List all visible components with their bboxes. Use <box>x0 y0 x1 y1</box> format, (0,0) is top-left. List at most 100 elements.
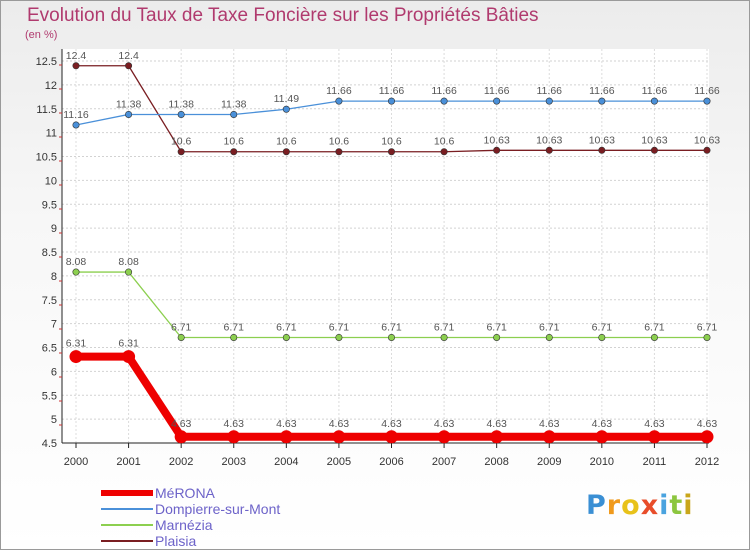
logo-letter: i <box>683 490 694 521</box>
data-point[interactable] <box>230 148 238 156</box>
data-point[interactable] <box>335 97 343 105</box>
legend-swatch-dompierre <box>101 508 153 510</box>
data-point[interactable] <box>125 110 133 118</box>
y-tick-label: 6.5 <box>42 343 57 355</box>
data-label: 4.63 <box>539 418 560 430</box>
legend-item-dompierre-sur-mont[interactable]: Dompierre-sur-Mont <box>101 501 280 517</box>
data-point[interactable] <box>703 97 711 105</box>
data-point[interactable] <box>595 430 609 444</box>
data-point[interactable] <box>440 148 448 156</box>
data-point[interactable] <box>227 430 241 444</box>
data-point[interactable] <box>703 146 711 154</box>
x-tick-label: 2008 <box>484 456 508 468</box>
x-tick-label: 2012 <box>695 456 719 468</box>
data-point[interactable] <box>279 430 293 444</box>
data-point[interactable] <box>335 333 343 341</box>
data-point[interactable] <box>440 97 448 105</box>
data-point[interactable] <box>700 430 714 444</box>
data-point[interactable] <box>72 121 80 129</box>
data-label: 6.31 <box>66 338 87 350</box>
data-labels: 6.31 6.31 4.63 4.63 4.63 4.63 4.63 4.63 4.63 4.63… <box>63 50 720 430</box>
data-point[interactable] <box>542 430 556 444</box>
data-point[interactable] <box>493 97 501 105</box>
data-label: 11.66 <box>431 85 457 97</box>
data-point[interactable] <box>72 268 80 276</box>
data-point[interactable] <box>598 97 606 105</box>
data-label: 4.63 <box>644 418 665 430</box>
data-point[interactable] <box>177 333 185 341</box>
data-point[interactable] <box>437 430 451 444</box>
data-label: 10.6 <box>434 136 455 148</box>
y-tick-label: 12 <box>45 80 57 92</box>
data-point[interactable] <box>125 268 133 276</box>
data-label: 11.38 <box>221 98 247 110</box>
data-point[interactable] <box>282 148 290 156</box>
legend-item-marnezia[interactable]: Marnézia <box>101 517 280 533</box>
data-point[interactable] <box>545 97 553 105</box>
data-point[interactable] <box>282 333 290 341</box>
legend-swatch-merona <box>101 490 153 496</box>
logo-letter: i <box>659 490 670 521</box>
data-label: 4.63 <box>276 418 297 430</box>
data-label: 10.63 <box>484 134 510 146</box>
data-point[interactable] <box>703 333 711 341</box>
data-label: 4.63 <box>486 418 507 430</box>
data-point[interactable] <box>230 110 238 118</box>
data-label: 6.71 <box>592 321 613 333</box>
data-point[interactable] <box>332 430 346 444</box>
data-point[interactable] <box>335 148 343 156</box>
y-axis-unit-label: (en %) <box>25 29 58 41</box>
y-tick-label: 5.5 <box>42 390 57 402</box>
y-tick-label: 9 <box>51 223 57 235</box>
data-point[interactable] <box>387 333 395 341</box>
y-tick-label: 4.5 <box>42 438 57 450</box>
data-label: 10.63 <box>536 134 562 146</box>
logo-letter: x <box>640 490 660 521</box>
data-point[interactable] <box>282 105 290 113</box>
y-tick-label: 7.5 <box>42 295 57 307</box>
data-label: 10.63 <box>694 134 720 146</box>
x-tick-label: 2007 <box>432 456 456 468</box>
data-point[interactable] <box>174 430 188 444</box>
data-point[interactable] <box>598 333 606 341</box>
data-point[interactable] <box>647 430 661 444</box>
data-label: 4.63 <box>697 418 718 430</box>
data-label: 8.08 <box>66 256 87 268</box>
data-label: 11.66 <box>589 85 615 97</box>
data-point[interactable] <box>598 146 606 154</box>
y-tick-label: 8 <box>51 271 57 283</box>
data-label: 6.71 <box>381 321 402 333</box>
data-label: 12.4 <box>118 50 139 62</box>
data-point[interactable] <box>387 148 395 156</box>
data-point[interactable] <box>545 333 553 341</box>
data-point[interactable] <box>493 146 501 154</box>
data-point[interactable] <box>385 430 398 444</box>
data-point[interactable] <box>69 350 83 364</box>
data-label: 10.63 <box>641 134 667 146</box>
data-point[interactable] <box>125 62 133 70</box>
data-point[interactable] <box>650 146 658 154</box>
legend-swatch-marnezia <box>101 524 153 526</box>
x-tick-label: 2001 <box>116 456 140 468</box>
data-point[interactable] <box>493 333 501 341</box>
data-point[interactable] <box>72 62 80 70</box>
data-label: 11.66 <box>379 85 405 97</box>
data-point[interactable] <box>122 350 136 364</box>
data-label: 10.6 <box>276 136 297 148</box>
data-point[interactable] <box>387 97 395 105</box>
data-point[interactable] <box>230 333 238 341</box>
legend-item-merona[interactable]: MéRONA <box>101 485 280 501</box>
data-point[interactable] <box>650 97 658 105</box>
data-point[interactable] <box>177 148 185 156</box>
x-tick-label: 2000 <box>64 456 88 468</box>
y-tick-label: 7 <box>51 319 57 331</box>
legend-item-plaisia[interactable]: Plaisia <box>101 533 280 549</box>
data-point[interactable] <box>545 146 553 154</box>
x-tick-label: 2004 <box>274 456 298 468</box>
data-point[interactable] <box>440 333 448 341</box>
data-label: 10.63 <box>589 134 615 146</box>
data-point[interactable] <box>650 333 658 341</box>
data-point[interactable] <box>177 110 185 118</box>
data-point[interactable] <box>490 430 504 444</box>
